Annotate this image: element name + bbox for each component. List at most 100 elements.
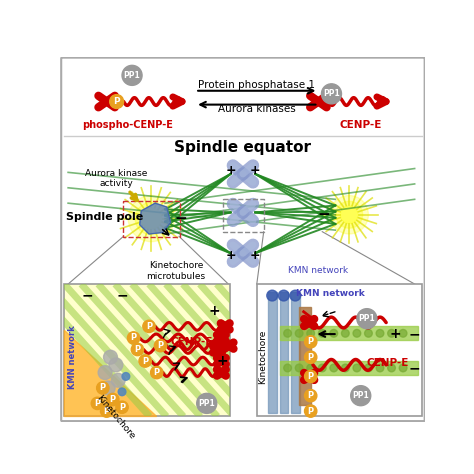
FancyBboxPatch shape — [64, 284, 230, 417]
Circle shape — [304, 370, 317, 383]
Circle shape — [330, 364, 337, 372]
Circle shape — [151, 366, 163, 379]
Circle shape — [91, 397, 103, 410]
Text: P: P — [146, 322, 152, 331]
Circle shape — [295, 329, 303, 337]
Circle shape — [128, 332, 140, 344]
Text: +: + — [216, 354, 228, 368]
Text: P: P — [113, 97, 120, 106]
Text: Spindle equator: Spindle equator — [174, 140, 311, 155]
Circle shape — [103, 350, 118, 364]
Bar — [280, 361, 419, 375]
Polygon shape — [140, 203, 171, 234]
Text: −: − — [82, 289, 93, 302]
Circle shape — [109, 358, 123, 372]
Text: KMN network: KMN network — [296, 289, 365, 298]
Text: −: − — [174, 211, 187, 226]
Circle shape — [122, 65, 142, 85]
Text: P: P — [308, 372, 314, 381]
Text: phospho-CENP-E: phospho-CENP-E — [82, 119, 173, 130]
Bar — [280, 327, 419, 340]
Circle shape — [304, 336, 317, 348]
Circle shape — [357, 309, 377, 328]
Circle shape — [376, 329, 384, 337]
Bar — [268, 292, 277, 413]
Text: P: P — [110, 395, 116, 404]
Text: PP1: PP1 — [352, 391, 369, 400]
Circle shape — [155, 339, 167, 352]
Text: P: P — [308, 353, 314, 362]
Text: +: + — [209, 304, 220, 318]
Circle shape — [365, 364, 372, 372]
Bar — [299, 307, 310, 405]
Circle shape — [284, 329, 292, 337]
Text: −: − — [409, 327, 420, 341]
Circle shape — [341, 329, 349, 337]
Circle shape — [351, 386, 371, 406]
Text: −: − — [116, 289, 128, 302]
Circle shape — [399, 329, 407, 337]
Circle shape — [100, 405, 113, 417]
Circle shape — [304, 390, 317, 402]
Text: −: − — [318, 207, 330, 222]
Circle shape — [128, 195, 174, 242]
Circle shape — [111, 374, 125, 387]
Text: P: P — [100, 383, 106, 392]
Circle shape — [290, 290, 301, 301]
Circle shape — [307, 329, 315, 337]
Bar — [280, 292, 288, 413]
Circle shape — [284, 364, 292, 372]
Polygon shape — [64, 330, 157, 417]
Text: PP1: PP1 — [198, 399, 215, 408]
Circle shape — [98, 365, 112, 380]
Circle shape — [139, 355, 151, 367]
Text: +: + — [226, 249, 237, 262]
Circle shape — [143, 320, 155, 333]
Circle shape — [388, 329, 395, 337]
Circle shape — [97, 382, 109, 394]
Text: Kinetochore
microtubules: Kinetochore microtubules — [146, 261, 206, 281]
Circle shape — [307, 364, 315, 372]
Circle shape — [141, 208, 162, 229]
Circle shape — [399, 364, 407, 372]
FancyBboxPatch shape — [257, 284, 422, 417]
Text: P: P — [308, 391, 314, 400]
Circle shape — [278, 290, 289, 301]
Text: P: P — [119, 403, 125, 412]
Text: PP1: PP1 — [124, 71, 140, 80]
Text: P: P — [104, 407, 109, 416]
Text: Aurora kinase
activity: Aurora kinase activity — [85, 169, 147, 188]
Text: Protein phosphatase 1: Protein phosphatase 1 — [198, 81, 315, 91]
Bar — [292, 292, 300, 413]
Circle shape — [109, 95, 124, 109]
Text: P: P — [308, 407, 314, 416]
Text: P: P — [94, 399, 100, 408]
Text: Kinetochore: Kinetochore — [258, 330, 267, 384]
Text: +: + — [249, 249, 260, 262]
Circle shape — [304, 351, 317, 364]
Text: P: P — [142, 356, 148, 365]
Circle shape — [319, 329, 326, 337]
Circle shape — [319, 364, 326, 372]
Circle shape — [321, 84, 341, 104]
Text: +: + — [226, 164, 237, 177]
Text: −: − — [409, 362, 420, 376]
Circle shape — [197, 393, 217, 413]
Circle shape — [267, 290, 278, 301]
Circle shape — [304, 405, 317, 417]
Text: CENP-E: CENP-E — [366, 358, 409, 368]
Circle shape — [330, 195, 368, 234]
Circle shape — [116, 401, 128, 413]
Circle shape — [131, 343, 144, 356]
Text: PP1: PP1 — [358, 314, 375, 323]
Text: KMN network: KMN network — [288, 266, 348, 275]
Circle shape — [101, 381, 115, 395]
Circle shape — [135, 202, 167, 235]
FancyBboxPatch shape — [61, 58, 425, 421]
Text: Spindle pole: Spindle pole — [66, 212, 144, 222]
Text: CENP-E: CENP-E — [170, 337, 212, 347]
Circle shape — [118, 388, 126, 396]
Circle shape — [365, 329, 372, 337]
Text: P: P — [134, 345, 140, 354]
Text: +: + — [390, 327, 401, 341]
